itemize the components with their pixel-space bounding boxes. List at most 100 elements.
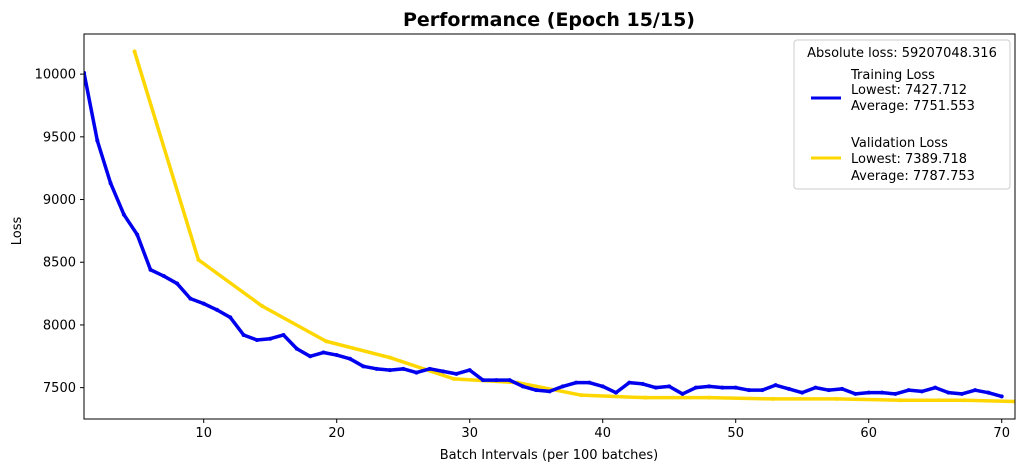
series-layer bbox=[84, 49, 1015, 404]
training-loss-point bbox=[760, 388, 765, 393]
training-loss-point bbox=[414, 370, 419, 375]
validation-loss-point bbox=[196, 257, 201, 262]
training-loss-line bbox=[84, 71, 1004, 399]
y-axis-ticks: 7500 8000 8500 9000 9500 10000 bbox=[35, 68, 84, 396]
training-loss-point bbox=[520, 384, 525, 389]
training-loss-point bbox=[560, 384, 565, 389]
training-loss-point bbox=[321, 350, 326, 355]
legend-training-line-3: Average: 7751.553 bbox=[851, 99, 975, 114]
training-loss-point bbox=[840, 386, 845, 391]
training-loss-point bbox=[999, 394, 1004, 399]
training-loss-point bbox=[374, 366, 379, 371]
training-loss-point bbox=[773, 383, 778, 388]
training-loss-point bbox=[906, 388, 911, 393]
x-tick-label: 50 bbox=[727, 426, 744, 441]
training-loss-point bbox=[959, 391, 964, 396]
training-loss-point bbox=[401, 366, 406, 371]
plot-area bbox=[84, 49, 1015, 404]
y-tick-label: 9000 bbox=[43, 193, 76, 208]
x-tick-label: 10 bbox=[195, 426, 212, 441]
training-loss-point bbox=[693, 385, 698, 390]
training-loss-point bbox=[786, 386, 791, 391]
training-loss-point bbox=[919, 389, 924, 394]
validation-loss-point bbox=[387, 355, 392, 360]
x-tick-label: 70 bbox=[993, 426, 1010, 441]
training-loss-point bbox=[441, 369, 446, 374]
y-tick-label: 9500 bbox=[43, 130, 76, 145]
training-loss-point bbox=[800, 390, 805, 395]
legend-validation-line-3: Average: 7787.753 bbox=[851, 169, 975, 184]
training-loss-point bbox=[587, 380, 592, 385]
training-loss-point bbox=[241, 332, 246, 337]
legend-training-line-1: Training Loss bbox=[850, 68, 935, 83]
training-loss-point bbox=[308, 354, 313, 359]
training-loss-point bbox=[135, 232, 140, 237]
training-loss-point bbox=[334, 353, 339, 358]
training-loss-point bbox=[866, 390, 871, 395]
x-axis-label: Batch Intervals (per 100 batches) bbox=[440, 448, 658, 463]
validation-loss-point bbox=[962, 398, 967, 403]
training-loss-point bbox=[228, 315, 233, 320]
training-loss-point bbox=[813, 385, 818, 390]
validation-loss-point bbox=[643, 395, 648, 400]
training-loss-point bbox=[454, 371, 459, 376]
training-loss-point bbox=[893, 391, 898, 396]
legend-validation-line-2: Lowest: 7389.718 bbox=[851, 152, 967, 167]
training-loss-point bbox=[95, 138, 100, 143]
training-loss-point bbox=[614, 390, 618, 395]
y-tick-label: 8000 bbox=[43, 318, 76, 333]
validation-loss-point bbox=[898, 398, 903, 403]
training-loss-point bbox=[481, 378, 485, 383]
training-loss-point bbox=[653, 385, 658, 390]
y-axis-label: Loss bbox=[10, 217, 25, 246]
training-loss-point bbox=[161, 274, 166, 279]
y-tick-label: 7500 bbox=[43, 381, 76, 396]
legend-title: Absolute loss: 59207048.316 bbox=[807, 46, 997, 61]
x-tick-label: 30 bbox=[461, 426, 478, 441]
training-loss-point bbox=[574, 380, 579, 385]
chart-title: Performance (Epoch 15/15) bbox=[403, 9, 695, 31]
training-loss-point bbox=[973, 388, 978, 393]
training-loss-point bbox=[387, 368, 392, 373]
training-loss-point bbox=[680, 391, 685, 396]
training-loss-point bbox=[294, 346, 299, 351]
training-loss-point bbox=[148, 267, 153, 272]
training-loss-point bbox=[507, 378, 512, 383]
legend-validation-line-1: Validation Loss bbox=[851, 136, 948, 151]
training-loss-point bbox=[880, 390, 884, 395]
legend-training-line-2: Lowest: 7427.712 bbox=[851, 83, 967, 98]
x-axis-ticks: 10 20 30 40 50 60 70 bbox=[195, 419, 1010, 441]
training-loss-point bbox=[600, 384, 605, 389]
plot-frame bbox=[83, 33, 1016, 420]
validation-loss-point bbox=[451, 376, 456, 381]
training-loss-point bbox=[534, 388, 539, 393]
x-tick-label: 20 bbox=[328, 426, 345, 441]
training-loss-point bbox=[733, 385, 738, 390]
training-loss-point bbox=[627, 380, 632, 385]
training-loss-point bbox=[361, 364, 366, 369]
training-loss-point bbox=[254, 337, 259, 342]
training-loss-point bbox=[826, 388, 831, 393]
training-loss-point bbox=[494, 378, 499, 383]
validation-loss-point bbox=[260, 304, 265, 309]
y-tick-label: 10000 bbox=[35, 68, 76, 83]
validation-loss-point bbox=[324, 339, 329, 344]
training-loss-point bbox=[427, 366, 432, 371]
validation-loss-point bbox=[579, 393, 584, 398]
training-loss-point bbox=[667, 384, 672, 389]
validation-loss-point bbox=[834, 396, 839, 401]
training-loss-point bbox=[348, 356, 352, 361]
training-loss-point bbox=[121, 212, 126, 217]
x-tick-label: 60 bbox=[860, 426, 877, 441]
x-tick-label: 40 bbox=[594, 426, 611, 441]
training-loss-point bbox=[215, 307, 219, 312]
training-loss-point bbox=[720, 385, 725, 390]
training-loss-point bbox=[986, 390, 991, 395]
training-loss-point bbox=[201, 301, 206, 306]
training-loss-point bbox=[946, 390, 951, 395]
legend-box bbox=[793, 39, 1011, 190]
training-loss-point bbox=[268, 336, 273, 341]
training-loss-point bbox=[747, 388, 751, 393]
training-loss-point bbox=[547, 389, 552, 394]
